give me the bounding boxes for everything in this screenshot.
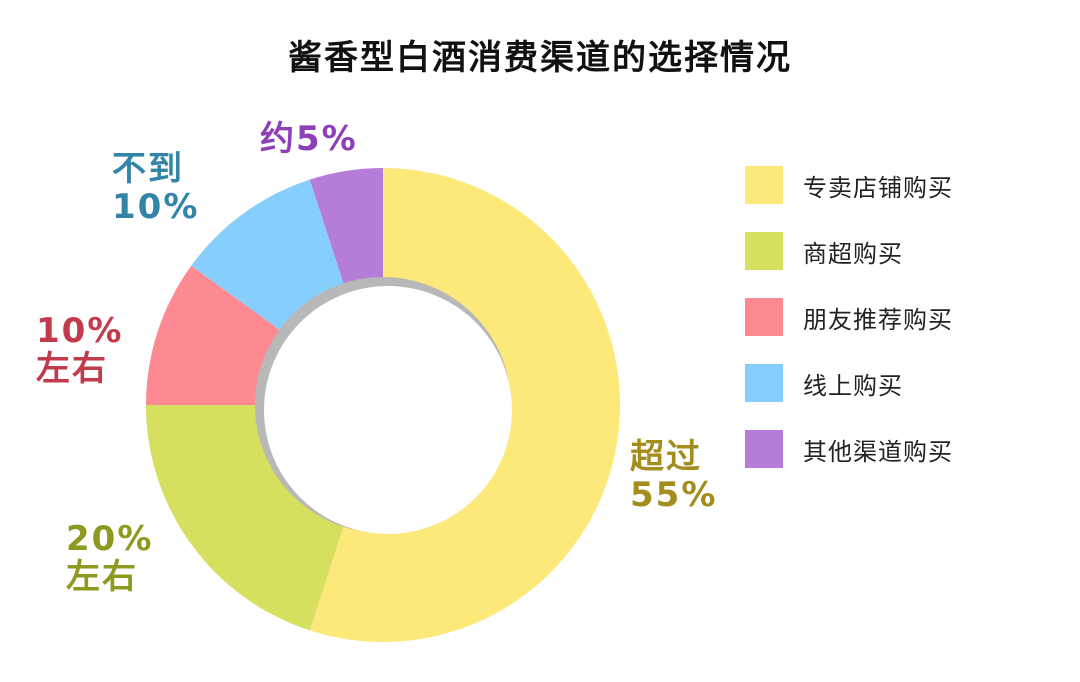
data-label-line: 10% [36,311,124,351]
legend-item-friend-recommend: 朋友推荐购买 [745,284,953,350]
data-label-line: 左右 [66,557,138,597]
data-label-specialty-store: 超过 55% [630,438,717,514]
data-label-line: 55% [630,475,718,515]
legend-item-supermarket: 商超购买 [745,218,953,284]
data-label-other-channel: 约5% [260,120,358,158]
data-label-line: 左右 [36,349,108,389]
legend: 专卖店铺购买 商超购买 朋友推荐购买 线上购买 其他渠道购买 [745,152,953,482]
data-label-line: 20% [66,519,154,559]
legend-swatch [745,430,783,468]
legend-label: 商超购买 [803,239,903,268]
legend-item-online: 线上购买 [745,350,953,416]
data-label-line: 不到 [112,149,184,189]
legend-label: 专卖店铺购买 [803,173,953,202]
legend-label: 朋友推荐购买 [803,305,953,334]
data-label-online: 不到 10% [112,150,199,226]
legend-label: 其他渠道购买 [803,437,953,466]
data-label-line: 超过 [630,437,702,477]
legend-swatch [745,166,783,204]
legend-item-specialty-store: 专卖店铺购买 [745,152,953,218]
legend-item-other-channel: 其他渠道购买 [745,416,953,482]
legend-swatch [745,364,783,402]
legend-label: 线上购买 [803,371,903,400]
chart-title: 酱香型白酒消费渠道的选择情况 [288,38,792,78]
donut-hole [264,286,512,534]
data-label-supermarket: 20% 左右 [66,520,153,596]
legend-swatch [745,232,783,270]
data-label-friend-recommend: 10% 左右 [36,312,123,388]
data-label-line: 约5% [260,119,358,159]
data-label-line: 10% [112,187,200,227]
legend-swatch [745,298,783,336]
